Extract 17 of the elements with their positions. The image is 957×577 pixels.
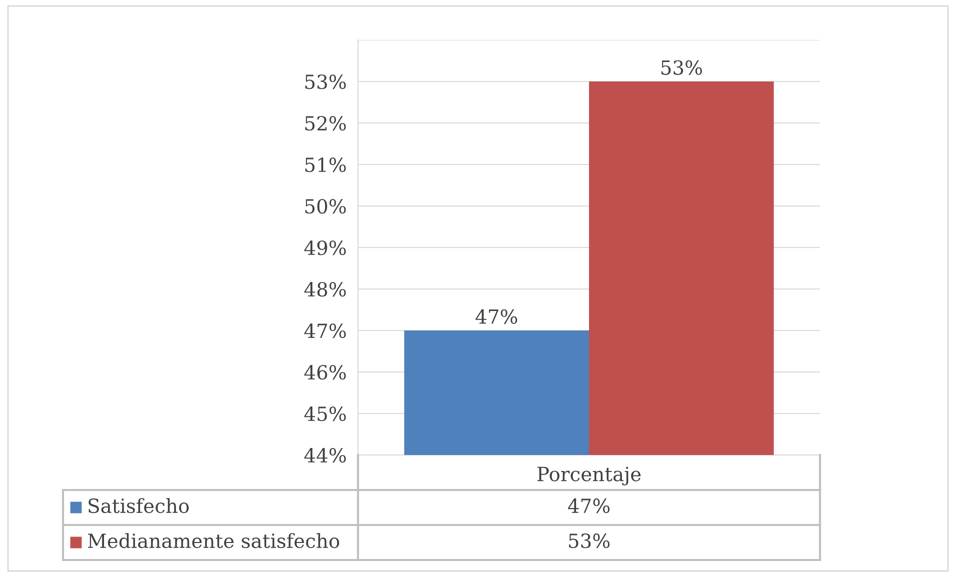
- y-tick-label: 45%: [304, 406, 346, 422]
- y-tick-label: 51%: [305, 157, 346, 172]
- y-tick-label: 49%: [304, 240, 346, 256]
- text: 47%: [568, 498, 610, 514]
- y-tick-label: 53%: [305, 74, 346, 90]
- data-label: 53%: [661, 60, 702, 75]
- legend-label: Satisfecho: [88, 498, 189, 514]
- y-tick-label: 52%: [305, 116, 346, 131]
- y-tick-label: 46%: [304, 364, 346, 380]
- legend-label: Medianamente satisfecho: [88, 533, 340, 548]
- y-tick-label: 48%: [304, 282, 346, 297]
- data-label: 47%: [476, 309, 518, 324]
- y-tick-label: 47%: [304, 323, 346, 338]
- y-tick-label: 44%: [304, 448, 346, 463]
- y-tick-label: 50%: [305, 198, 346, 214]
- text: 53%: [569, 533, 610, 548]
- x-tick-label: Porcentaje: [537, 466, 641, 486]
